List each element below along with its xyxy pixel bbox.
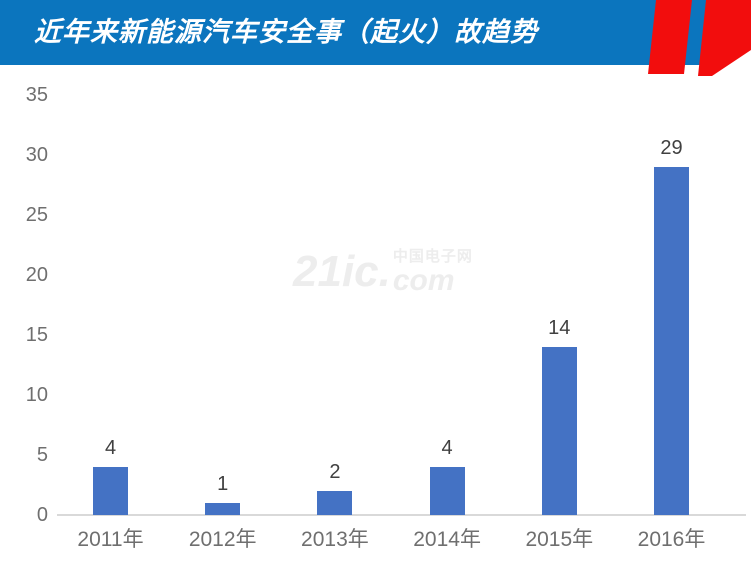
y-axis-tick-label: 30: [25, 144, 48, 166]
watermark-stack: 中国电子网 com: [393, 248, 473, 296]
y-axis-tick-label: 10: [25, 384, 48, 406]
chart-title: 近年来新能源汽车安全事（起火）故趋势: [34, 17, 538, 47]
y-axis-tick-label: 35: [25, 84, 48, 106]
x-axis-tick-label: 2013年: [301, 528, 369, 551]
x-axis-line: [57, 514, 746, 516]
header-banner: 近年来新能源汽车安全事（起火）故趋势: [0, 0, 751, 80]
x-axis-tick-label: 2011年: [77, 528, 144, 551]
x-axis-tick-label: 2016年: [637, 528, 706, 551]
banner-stripes-decoration: [0, 0, 751, 76]
watermark-chinese-text: 中国电子网: [392, 248, 473, 265]
y-axis-tick-label: 20: [25, 264, 48, 286]
bar-2011年: [93, 467, 128, 515]
y-axis-tick-label: 15: [25, 324, 48, 346]
bar-value-label: 4: [104, 437, 117, 459]
watermark-logo-text: 21ic.: [293, 247, 391, 296]
bar-value-label: 29: [660, 137, 683, 159]
bar-2016年: [654, 167, 689, 515]
bar-value-label: 1: [217, 473, 229, 495]
y-axis-tick-label: 25: [25, 204, 48, 226]
bar-2013年: [317, 491, 353, 515]
x-axis-tick-label: 2015年: [525, 528, 594, 551]
watermark: 21ic. 中国电子网 com: [293, 248, 473, 296]
watermark-com-text: com: [392, 264, 455, 297]
y-axis-tick-label: 5: [36, 444, 48, 466]
bar-value-label: 4: [441, 437, 453, 459]
x-axis-tick-label: 2012年: [188, 528, 257, 551]
y-axis-tick-label: 0: [36, 504, 48, 526]
bar-value-label: 14: [548, 317, 571, 339]
x-axis-tick-label: 2014年: [413, 528, 481, 551]
bar-2012年: [205, 503, 241, 515]
bar-value-label: 2: [329, 461, 341, 483]
bar-2015年: [541, 347, 577, 515]
bar-2014年: [429, 467, 465, 515]
